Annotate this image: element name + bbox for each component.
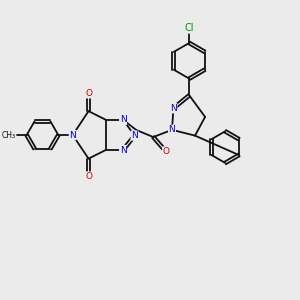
Text: O: O xyxy=(85,172,92,181)
Text: N: N xyxy=(170,104,177,113)
Text: O: O xyxy=(85,89,92,98)
Text: N: N xyxy=(169,125,176,134)
Text: N: N xyxy=(69,130,76,140)
Text: N: N xyxy=(120,146,126,154)
Text: Cl: Cl xyxy=(184,23,194,33)
Text: N: N xyxy=(120,115,126,124)
Text: CH₃: CH₃ xyxy=(2,130,16,140)
Text: N: N xyxy=(131,131,138,140)
Text: O: O xyxy=(163,147,170,156)
